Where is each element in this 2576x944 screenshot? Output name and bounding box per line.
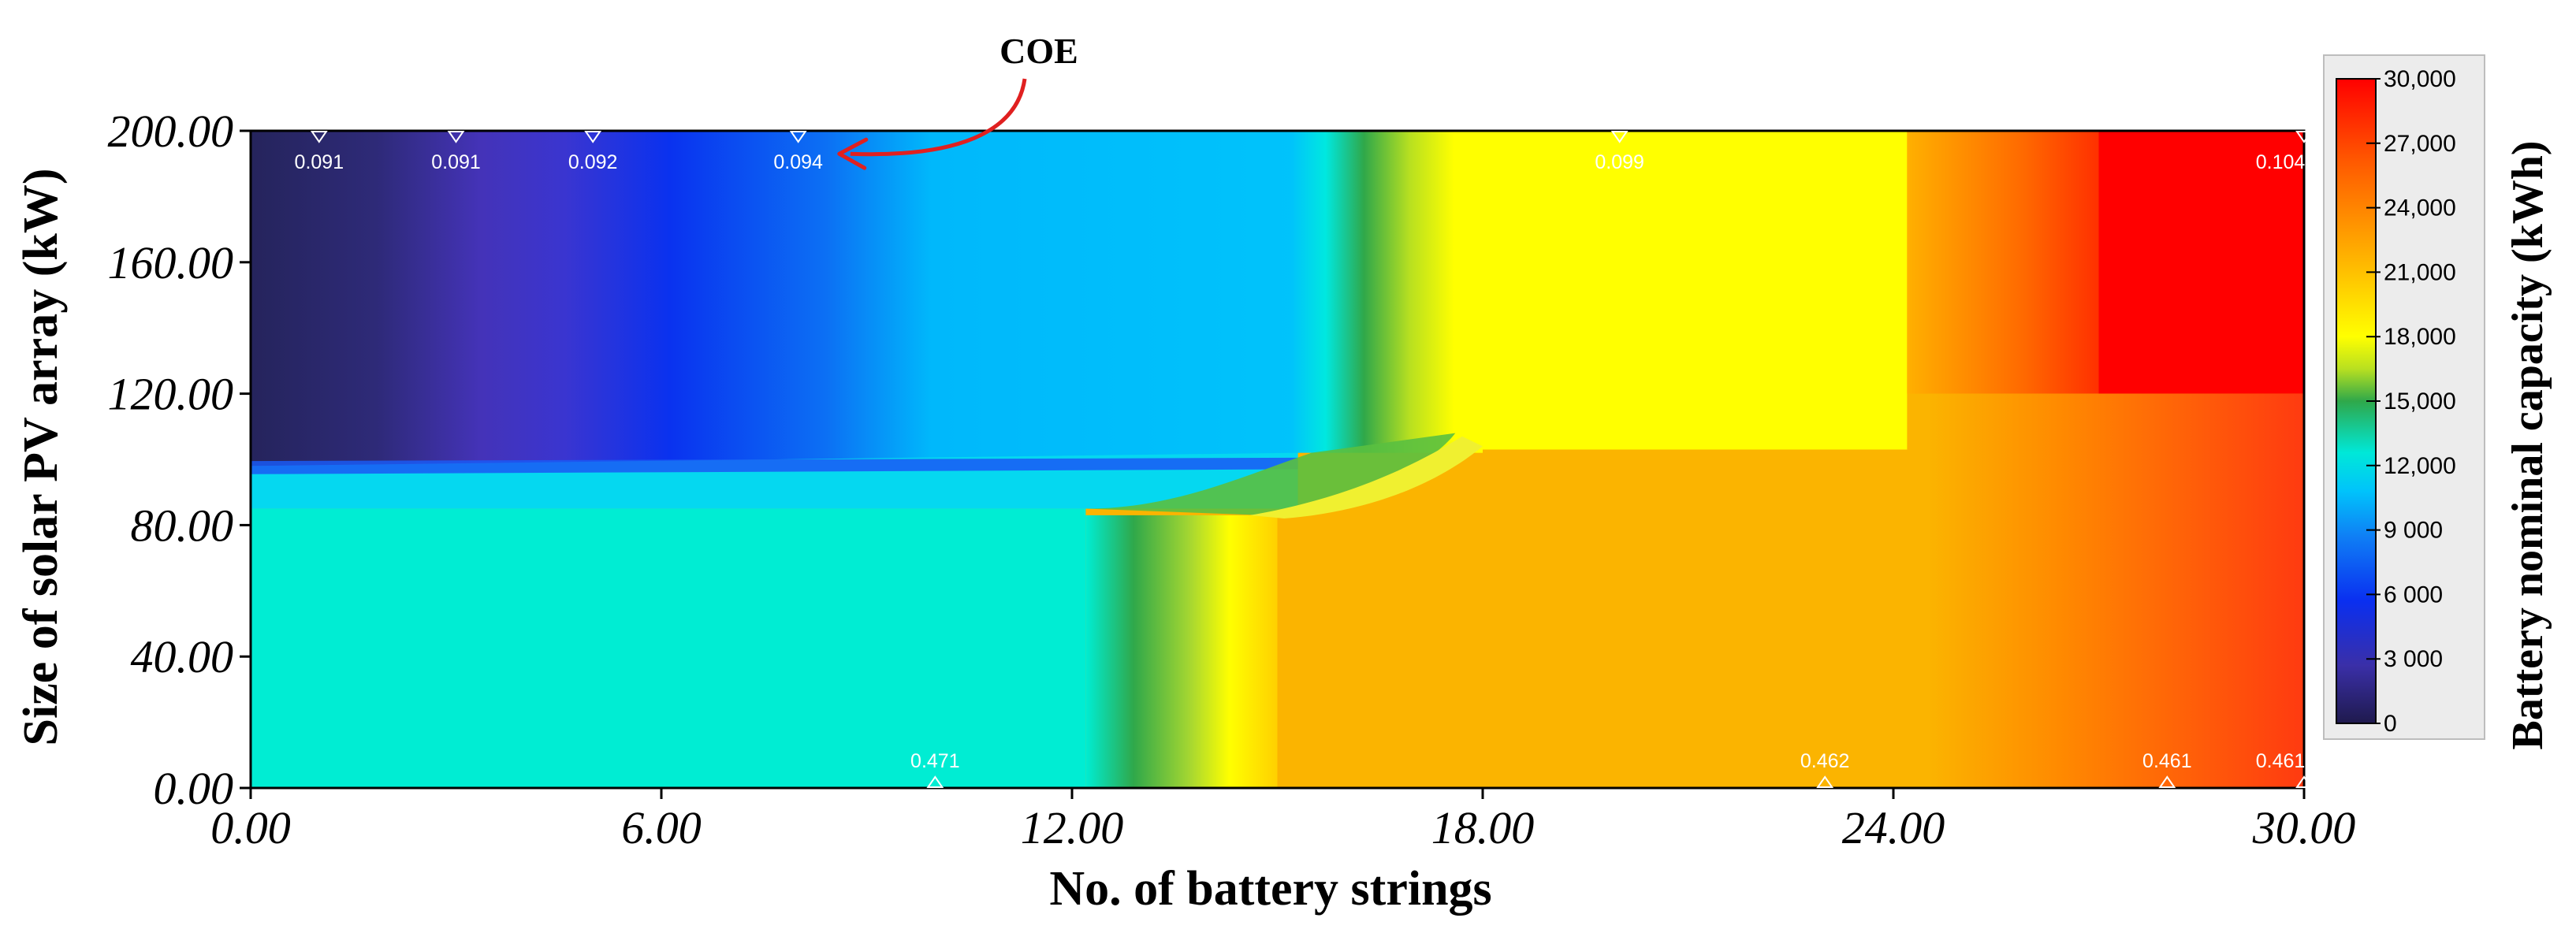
colorbar-tick-label: 6 000 [2384,582,2443,608]
heatmap-cell-bottom-teal [251,508,1086,788]
heatmap-plot [251,131,2304,788]
coe-annotation: COE [837,31,1078,170]
contour-label: 0.461 [2256,750,2306,772]
x-tick-label: 0.00 [210,802,291,853]
contour-marker [584,131,602,143]
contour-label: 0.092 [568,151,618,173]
heatmap-cell-ramp-yellow [1249,436,1483,519]
x-tick-label: 24.00 [1842,802,1945,853]
contour-marker [310,131,328,143]
colorbar-tick-label: 24,000 [2384,195,2456,221]
colorbar-tick-label: 15,000 [2384,388,2456,414]
axes: 0.00 6.00 12.00 18.00 24.00 30.00 0.00 40.00 80.… [108,106,2356,853]
contour-marker [926,775,944,788]
annotation-arrow [850,78,1027,157]
contour-marker [2158,775,2176,788]
contour-label: 0.099 [1595,151,1644,173]
colorbar: 0 3 000 6 000 9 000 12,000 15,000 18,000 21,000… [2323,54,2485,740]
heatmap-cell-top-blue [251,131,1298,466]
colorbar-tick-label: 18,000 [2384,324,2456,350]
contour-label: 0.104 [2256,151,2306,173]
colorbar-tick-label: 12,000 [2384,453,2456,479]
plot-frame [249,129,2306,790]
annotation-arrowhead [837,137,869,170]
y-tick-label: 0.00 [154,763,234,814]
colorbar-tick-label: 27,000 [2384,131,2456,157]
colorbar-tick-label: 3 000 [2384,646,2443,672]
contour-label: 0.462 [1800,750,1850,772]
contour-marker [1816,775,1834,788]
colorbar-tick-label: 21,000 [2384,259,2456,285]
y-axis-title: Size of solar PV array (kW) [14,169,68,746]
colorbar-title: Battery nominal capacity (kWh) [2503,140,2552,749]
contour-label: 0.461 [2142,750,2192,772]
contour-label: 0.091 [431,151,481,173]
heatmap-cell-yellow [1483,131,1908,450]
y-tick-label: 120.00 [108,369,234,420]
x-tick-label: 30.00 [2252,802,2356,853]
contour-marker [1610,131,1629,143]
colorbar-tick-label: 30,000 [2384,66,2456,92]
y-tick-label: 200.00 [108,106,234,157]
heatmap-cell-red [2098,131,2304,394]
heatmap-cell-top-orange [1907,131,2099,394]
contour-labels: 0.091 0.091 0.092 0.094 0.099 0.104 0.471 0.462… [295,131,2313,788]
heatmap-cell-ramp [1085,433,1456,515]
y-tick-label: 40.00 [131,631,234,682]
x-axis-title: No. of battery strings [1049,862,1491,916]
contour-marker [2295,775,2313,788]
heatmap-cell-top-band [1290,131,1483,453]
x-tick-label: 18.00 [1431,802,1535,853]
colorbar-tick-label: 0 [2384,711,2397,737]
x-tick-label: 12.00 [1021,802,1124,853]
y-tick-label: 160.00 [108,237,234,288]
x-tick-label: 6.00 [621,802,702,853]
colorbar-tick-label: 9 000 [2384,518,2443,544]
contour-marker [2295,131,2313,143]
contour-marker [789,131,807,143]
contour-label: 0.471 [910,750,960,772]
contour-label: 0.094 [773,151,823,173]
y-tick-label: 80.00 [131,500,234,551]
heatmap-cell-right-orange [1927,393,2304,788]
heatmap-cell-bottom-band [1085,515,1278,788]
contour-label: 0.091 [295,151,344,173]
contour-marker [447,131,465,143]
annotation-text: COE [1000,31,1078,71]
heatmap-cell-transition-blue [251,457,1298,474]
